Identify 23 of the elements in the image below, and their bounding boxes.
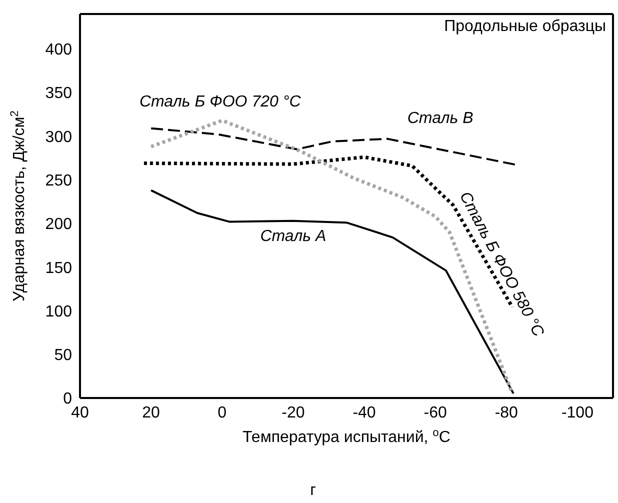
x-tick-label: 20	[142, 404, 160, 422]
y-tick-label: 300	[45, 128, 72, 146]
annotation: Продольные образцы	[444, 18, 606, 36]
x-tick-label: -20	[282, 404, 305, 422]
y-tick-label: 100	[45, 303, 72, 320]
text: г	[309, 482, 317, 500]
x-tick-label: -80	[494, 404, 518, 422]
y-tick-label: 250	[45, 172, 72, 190]
x-axis-title: Температура испытаний, $^{o}$C	[242, 427, 450, 446]
x-tick-label: -100	[561, 404, 594, 422]
y-tick-label: 200	[45, 216, 72, 234]
x-tick-label: -40	[352, 404, 376, 422]
y-tick-label: 0	[63, 390, 72, 408]
series-label: Сталь В	[407, 110, 474, 127]
x-tick-label: 0	[218, 404, 227, 422]
series-label: Сталь А	[260, 228, 326, 245]
y-tick-label: 150	[45, 260, 72, 277]
x-tick-label: -60	[424, 404, 447, 422]
y-tick-label: 400	[45, 42, 72, 59]
x-tick-label: 40	[71, 404, 89, 422]
series-label: Сталь Б ФОО 720 °C	[139, 93, 302, 110]
y-tick-label: 50	[54, 347, 72, 364]
y-tick-label: 350	[45, 85, 72, 102]
